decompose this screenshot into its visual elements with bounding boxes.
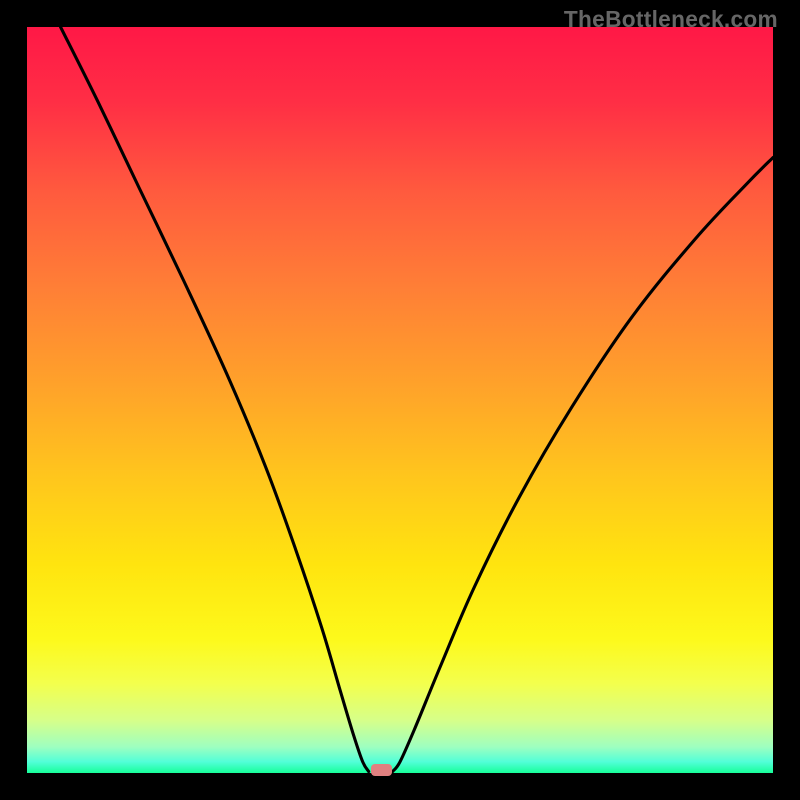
curve-left-branch xyxy=(61,27,369,772)
bottleneck-curve xyxy=(27,27,773,773)
watermark-text: TheBottleneck.com xyxy=(564,6,778,33)
chart-root: TheBottleneck.com xyxy=(0,0,800,800)
optimum-marker xyxy=(371,764,392,776)
plot-area xyxy=(27,27,773,773)
curve-right-branch xyxy=(393,158,773,772)
